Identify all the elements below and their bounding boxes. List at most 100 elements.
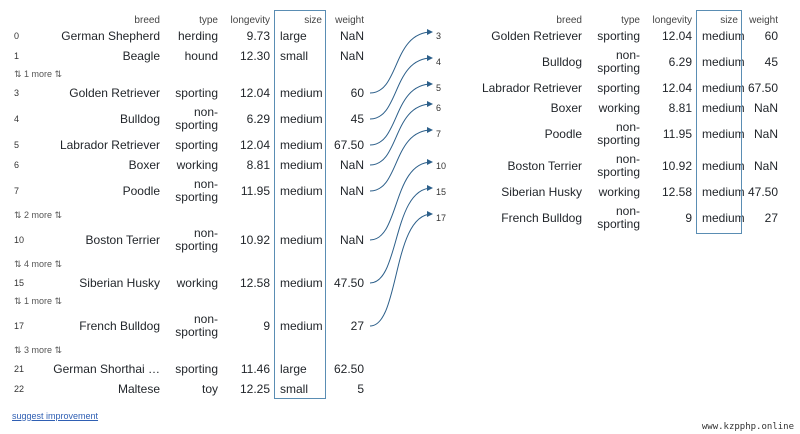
row-index: 0 <box>14 31 20 41</box>
longevity-cell: 9.73 <box>246 29 270 43</box>
weight-cell: 27 <box>764 211 778 225</box>
table-row: 4 Bulldog non-sporting 6.29 medium 45 <box>436 46 782 78</box>
type-header: type <box>199 15 218 26</box>
table-row: 6 Boxer working 8.81 medium NaN <box>14 155 368 175</box>
index-header <box>14 10 36 26</box>
collapsed-rows-row: ⇅ 1 more ⇅ <box>14 66 368 83</box>
type-cell: non-sporting <box>175 177 218 204</box>
type-cell: working <box>598 100 640 115</box>
size-header: size <box>304 15 322 26</box>
row-index: 15 <box>14 278 25 288</box>
breed-cell: Golden Retriever <box>491 29 582 43</box>
type-cell: non-sporting <box>597 120 640 147</box>
row-index: 10 <box>14 235 25 245</box>
type-cell: non-sporting <box>597 152 640 179</box>
longevity-cell: 9 <box>685 211 692 225</box>
row-mapping-arrow <box>369 101 433 166</box>
table-row: 0 German Shepherd herding 9.73 large NaN <box>14 26 368 46</box>
table-row: 3 Golden Retriever sporting 12.04 medium 60 <box>436 26 782 46</box>
weight-cell: NaN <box>753 101 778 115</box>
suggest-improvement-link[interactable]: suggest improvement <box>12 411 99 421</box>
row-index: 3 <box>14 88 20 98</box>
row-index: 3 <box>436 31 442 41</box>
size-cell: medium <box>702 127 745 141</box>
source-dataframe: breed type longevity size weight 0 German… <box>14 10 368 399</box>
weight-cell: NaN <box>753 159 778 173</box>
row-mapping-arrow <box>369 159 433 241</box>
longevity-cell: 12.58 <box>661 185 692 199</box>
size-cell: medium <box>280 233 323 247</box>
longevity-cell: 9 <box>263 319 270 333</box>
longevity-cell: 12.04 <box>661 81 692 95</box>
weight-header: weight <box>749 15 778 26</box>
collapsed-rows-row: ⇅ 4 more ⇅ <box>14 256 368 273</box>
weight-cell: NaN <box>753 127 778 141</box>
size-cell: small <box>280 382 309 396</box>
size-cell: medium <box>702 81 745 95</box>
index-header <box>436 10 458 26</box>
row-index: 6 <box>436 103 442 113</box>
breed-cell: Golden Retriever <box>69 86 160 100</box>
row-mapping-arrow <box>369 55 433 120</box>
longevity-cell: 12.04 <box>661 29 692 43</box>
longevity-cell: 12.04 <box>239 86 270 100</box>
type-cell: non-sporting <box>175 226 218 253</box>
weight-cell: 62.50 <box>333 362 364 376</box>
size-cell: medium <box>280 319 323 333</box>
longevity-cell: 12.30 <box>239 49 270 63</box>
row-index: 10 <box>436 161 447 171</box>
weight-cell: 45 <box>764 55 778 69</box>
type-header: type <box>621 15 640 26</box>
weight-cell: NaN <box>339 49 364 63</box>
collapsed-rows-indicator[interactable]: ⇅ 4 more ⇅ <box>14 259 63 269</box>
breed-header: breed <box>134 15 160 26</box>
row-index: 17 <box>436 213 447 223</box>
table-row: 1 Beagle hound 12.30 small NaN <box>14 46 368 66</box>
longevity-header: longevity <box>652 15 692 26</box>
size-cell: medium <box>280 276 323 290</box>
weight-cell: 67.50 <box>333 138 364 152</box>
type-cell: sporting <box>597 28 640 43</box>
weight-cell: NaN <box>339 184 364 198</box>
row-index: 4 <box>436 57 442 67</box>
size-cell: medium <box>280 184 323 198</box>
weight-cell: 5 <box>357 382 364 396</box>
row-index: 21 <box>14 364 25 374</box>
size-cell: small <box>280 49 309 63</box>
size-cell: medium <box>702 185 745 199</box>
weight-cell: NaN <box>339 158 364 172</box>
breed-cell: Maltese <box>117 382 160 396</box>
breed-cell: German Shepherd <box>61 29 160 43</box>
weight-cell: NaN <box>339 29 364 43</box>
table-row: 17 French Bulldog non-sporting 9 medium 27 <box>14 310 368 342</box>
collapsed-rows-indicator[interactable]: ⇅ 1 more ⇅ <box>14 69 63 79</box>
size-cell: medium <box>280 112 323 126</box>
table-row: 21 German Shorthai … sporting 11.46 large 62.… <box>14 359 368 379</box>
table-row: 10 Boston Terrier non-sporting 10.92 medium N… <box>436 150 782 182</box>
row-mapping-arrow <box>369 127 433 192</box>
longevity-cell: 12.58 <box>239 276 270 290</box>
size-cell: medium <box>702 29 745 43</box>
row-index: 4 <box>14 114 20 124</box>
longevity-cell: 12.25 <box>239 382 270 396</box>
header-row: breed type longevity size weight <box>14 10 368 26</box>
type-cell: sporting <box>175 361 218 376</box>
type-cell: sporting <box>175 137 218 152</box>
type-cell: working <box>176 157 218 172</box>
collapsed-rows-indicator[interactable]: ⇅ 3 more ⇅ <box>14 345 63 355</box>
longevity-cell: 8.81 <box>668 101 692 115</box>
weight-cell: 67.50 <box>747 81 778 95</box>
table-row: 6 Boxer working 8.81 medium NaN <box>436 98 782 118</box>
collapsed-rows-indicator[interactable]: ⇅ 2 more ⇅ <box>14 210 63 220</box>
breed-cell: Boxer <box>550 101 582 115</box>
breed-cell: French Bulldog <box>501 211 582 225</box>
longevity-cell: 12.04 <box>239 138 270 152</box>
breed-cell: Labrador Retriever <box>59 138 160 152</box>
collapsed-rows-indicator[interactable]: ⇅ 1 more ⇅ <box>14 296 63 306</box>
breed-cell: Poodle <box>544 127 582 141</box>
type-cell: working <box>598 184 640 199</box>
row-index: 22 <box>14 384 25 394</box>
type-cell: non-sporting <box>597 204 640 231</box>
size-cell: medium <box>702 159 745 173</box>
breed-cell: Labrador Retriever <box>481 81 582 95</box>
